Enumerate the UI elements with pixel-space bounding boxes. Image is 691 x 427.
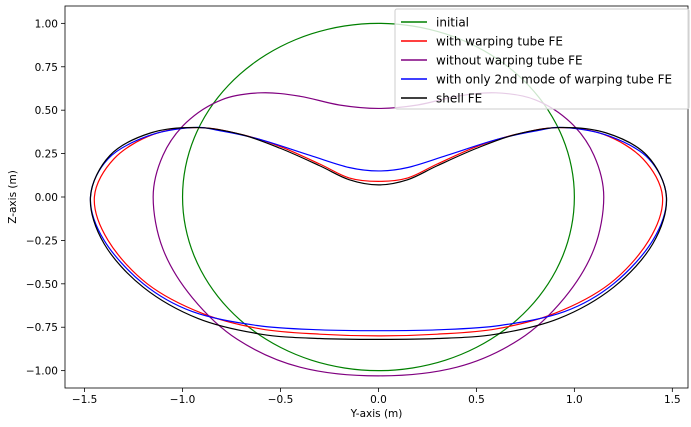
legend-label-4: with only 2nd mode of warping tube FE: [436, 73, 672, 87]
x-tick-label: −1.0: [170, 394, 196, 406]
y-tick-label: 0.50: [35, 105, 58, 117]
series-line-1: [181, 22, 575, 372]
legend-label-3: without warping tube FE: [436, 54, 583, 68]
y-tick-label: 0.75: [35, 62, 58, 74]
x-tick-label: 0.5: [468, 394, 485, 406]
x-tick-label: 1.0: [566, 394, 583, 406]
legend-label-2: with warping tube FE: [436, 35, 563, 49]
x-tick-label: −1.5: [72, 394, 98, 406]
y-tick-label: −0.50: [26, 279, 58, 291]
y-tick-label: −0.75: [26, 322, 58, 334]
y-tick-label: −1.00: [26, 366, 58, 378]
legend: initial with warping tube FE without warpi…: [394, 8, 690, 110]
x-axis: −1.5 −1.0 −0.5 0.0 0.5 1.0 1.5: [72, 388, 681, 406]
y-axis-label: Z-axis (m): [7, 170, 19, 224]
x-tick-label: 1.5: [664, 394, 681, 406]
legend-box: [394, 8, 690, 110]
y-tick-label: 0.00: [35, 192, 58, 204]
y-tick-label: 1.00: [35, 18, 58, 30]
y-axis: −1.00 −0.75 −0.50 −0.25 0.00 0.25 0.50 0.75 1.00: [26, 18, 65, 378]
x-axis-label: Y-axis (m): [350, 408, 403, 420]
legend-items: initial with warping tube FE without warpi…: [401, 16, 672, 106]
series-line-5: [89, 126, 668, 340]
y-tick-label: −0.25: [26, 235, 58, 247]
x-tick-label: −0.5: [268, 394, 294, 406]
legend-label-1: initial: [436, 16, 469, 30]
legend-label-5: shell FE: [436, 92, 482, 106]
x-tick-label: 0.0: [370, 394, 387, 406]
y-tick-label: 0.25: [35, 149, 58, 161]
